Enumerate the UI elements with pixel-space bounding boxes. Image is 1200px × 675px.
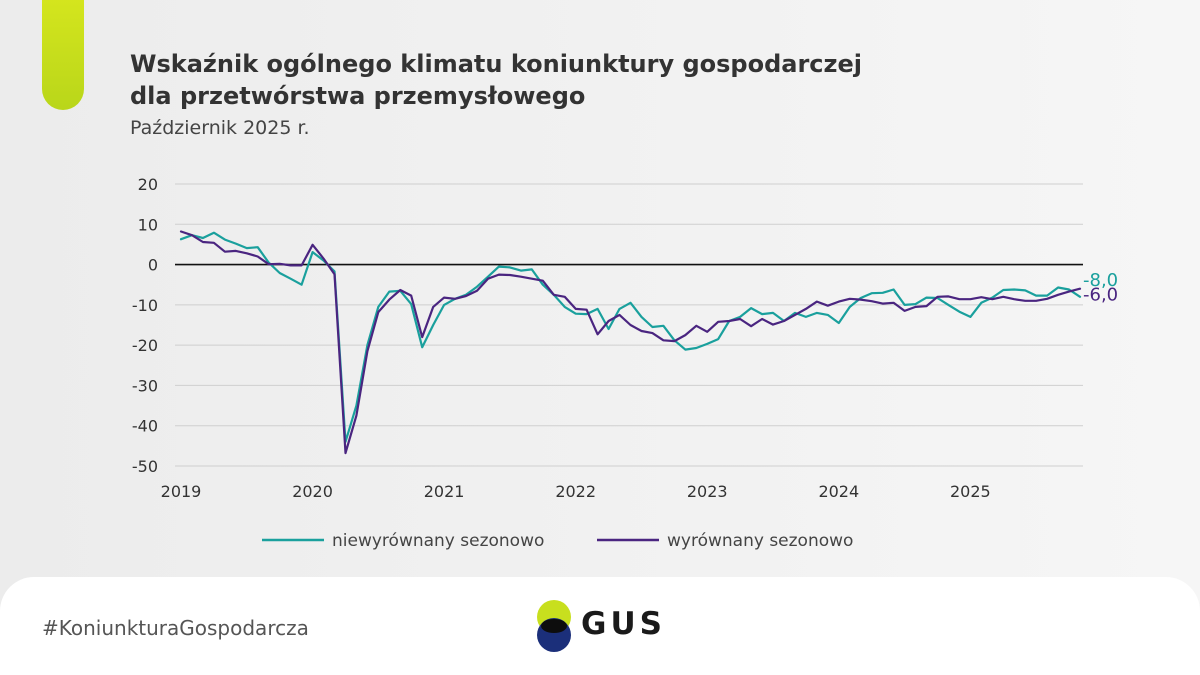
x-tick-label: 2021 bbox=[424, 482, 465, 501]
y-tick-label: 20 bbox=[138, 175, 158, 194]
series-end-label-2: -6,0 bbox=[1083, 285, 1118, 306]
y-tick-label: -30 bbox=[132, 376, 158, 395]
hashtag-text: #KoniunkturaGospodarcza bbox=[42, 616, 309, 640]
y-tick-label: -20 bbox=[132, 336, 158, 355]
series-end-label-1: -8,0 bbox=[1083, 270, 1118, 291]
legend-label-2: wyrównany sezonowo bbox=[667, 531, 853, 551]
x-tick-label: 2022 bbox=[555, 482, 596, 501]
gus-logo-text: GUS bbox=[581, 606, 666, 642]
x-tick-label: 2019 bbox=[161, 482, 202, 501]
y-tick-label: 10 bbox=[138, 215, 158, 234]
y-tick-label: -40 bbox=[132, 417, 158, 436]
gus-logo-icon bbox=[537, 600, 571, 652]
series-line-2 bbox=[179, 230, 1082, 455]
y-tick-label: 0 bbox=[148, 256, 158, 275]
x-tick-label: 2024 bbox=[818, 482, 859, 501]
page-title: Wskaźnik ogólnego klimatu koniunktury go… bbox=[130, 48, 1030, 112]
y-tick-label: -50 bbox=[132, 457, 158, 476]
x-tick-label: 2023 bbox=[687, 482, 728, 501]
accent-bar bbox=[42, 0, 84, 110]
gus-logo: GUS bbox=[535, 598, 675, 658]
x-tick-label: 2020 bbox=[292, 482, 333, 501]
y-tick-label: -10 bbox=[132, 296, 158, 315]
title-line-2: dla przetwórstwa przemysłowego bbox=[130, 82, 586, 110]
page-subtitle: Październik 2025 r. bbox=[130, 117, 310, 139]
legend-label-1: niewyrównany sezonowo bbox=[332, 531, 544, 551]
title-line-1: Wskaźnik ogólnego klimatu koniunktury go… bbox=[130, 50, 862, 78]
x-tick-label: 2025 bbox=[950, 482, 991, 501]
footer-bar bbox=[0, 577, 1200, 675]
